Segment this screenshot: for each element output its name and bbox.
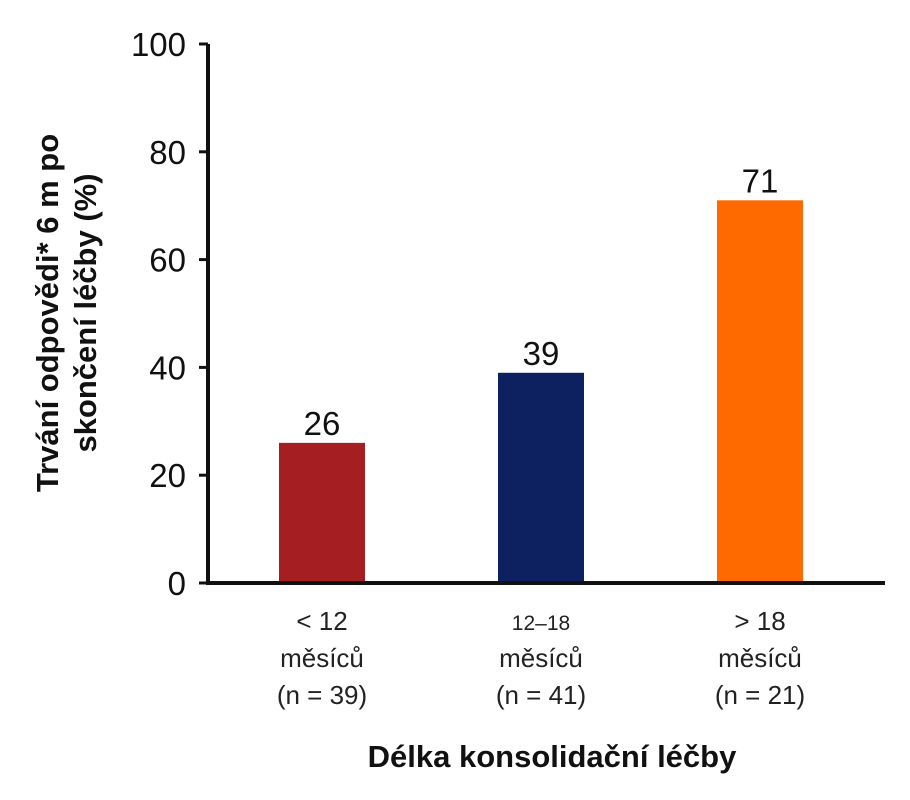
x-category-label-line: > 18: [734, 606, 785, 636]
x-category-label-line: měsíců: [280, 643, 364, 673]
x-category-label-line: měsíců: [718, 643, 802, 673]
y-axis-title-line: skončení léčby (%): [68, 173, 103, 452]
bar: [498, 372, 584, 583]
bar-value-label: 39: [523, 335, 560, 372]
y-tick-label: 80: [149, 134, 186, 171]
x-category-label: < 12 měsíců (n = 39): [277, 606, 367, 710]
y-axis-ticks: 0 20 40 60 80 100: [131, 26, 208, 602]
y-tick-label: 40: [149, 349, 186, 386]
x-category-label-line: měsíců: [499, 643, 583, 673]
bar: [717, 200, 803, 583]
y-axis-title: Trvání odpovědi* 6 m poskončení léčby (%…: [30, 134, 103, 492]
y-tick-label: 60: [149, 242, 186, 279]
y-tick-label: 20: [149, 457, 186, 494]
y-tick-label: 0: [168, 565, 186, 602]
y-axis-title-line: Trvání odpovědi* 6 m po: [30, 134, 65, 492]
x-category-label-line: < 12: [296, 606, 347, 636]
axes: [206, 44, 885, 585]
x-category-label-line: (n = 39): [277, 680, 367, 710]
y-axis-title-text: Trvání odpovědi* 6 m poskončení léčby (%…: [30, 134, 103, 492]
category-labels: < 12 měsíců (n = 39) 12–18 měsíců (n = 41) > 1…: [277, 606, 805, 710]
x-category-label: 12–18 měsíců (n = 41): [496, 612, 586, 710]
x-category-label-line: 12–18: [512, 612, 570, 635]
y-tick-label: 100: [131, 26, 186, 63]
x-category-label-line: (n = 21): [715, 680, 805, 710]
bar-value-label: 71: [742, 162, 779, 199]
bar: [279, 442, 365, 583]
bars: 26 39 71: [279, 162, 803, 583]
x-category-label-line: (n = 41): [496, 680, 586, 710]
x-axis-title: Délka konsolidační léčby: [368, 739, 737, 774]
x-category-label: > 18 měsíců (n = 21): [715, 606, 805, 710]
bar-value-label: 26: [304, 405, 341, 442]
